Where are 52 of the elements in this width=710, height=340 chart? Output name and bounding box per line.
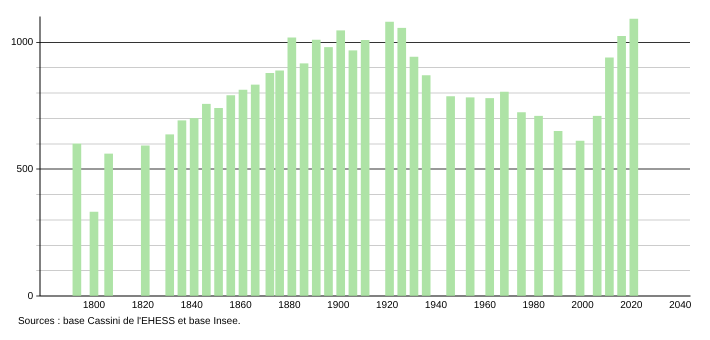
y-tick-label: 500 bbox=[16, 164, 34, 175]
bar bbox=[104, 154, 113, 296]
x-tick-label: 1980 bbox=[522, 300, 546, 311]
source-note: Sources : base Cassini de l'EHESS et base Insee. bbox=[18, 316, 242, 327]
x-tick-label: 2040 bbox=[669, 300, 692, 311]
bar bbox=[178, 120, 186, 296]
x-tick-label: 1820 bbox=[132, 300, 154, 311]
bar bbox=[238, 90, 248, 296]
bar bbox=[517, 112, 526, 296]
bar bbox=[446, 96, 455, 296]
y-tick-label: 1000 bbox=[10, 37, 34, 48]
bar bbox=[500, 92, 509, 296]
bar bbox=[617, 36, 626, 296]
bar bbox=[410, 56, 418, 296]
bar bbox=[214, 108, 223, 296]
bar bbox=[202, 104, 211, 296]
bar bbox=[300, 63, 308, 296]
bar bbox=[90, 212, 98, 296]
x-tick-label: 2000 bbox=[571, 300, 594, 311]
bar bbox=[190, 118, 198, 296]
bar bbox=[466, 97, 474, 296]
x-tick-label: 1900 bbox=[327, 300, 350, 311]
bar bbox=[348, 50, 358, 296]
x-tick-label: 1860 bbox=[229, 300, 252, 311]
x-tick-label: 1940 bbox=[424, 300, 448, 311]
x-tick-label: 1840 bbox=[180, 300, 204, 311]
bar bbox=[360, 40, 370, 296]
bar bbox=[485, 98, 494, 296]
x-tick-label: 1960 bbox=[474, 300, 496, 311]
bar bbox=[605, 58, 614, 296]
y-tick-label: 0 bbox=[28, 290, 34, 302]
bar bbox=[385, 22, 394, 296]
x-tick-label: 1920 bbox=[376, 300, 399, 311]
bar bbox=[226, 95, 236, 296]
bar bbox=[422, 75, 431, 296]
bar bbox=[312, 40, 321, 296]
bar bbox=[576, 140, 584, 296]
bar bbox=[629, 18, 638, 296]
bar bbox=[165, 134, 174, 296]
bar bbox=[592, 116, 602, 296]
x-tick-label: 2020 bbox=[620, 300, 643, 311]
bar bbox=[288, 37, 296, 296]
bar bbox=[336, 30, 346, 296]
x-tick-label: 1800 bbox=[82, 300, 106, 311]
bar bbox=[72, 143, 82, 296]
bar bbox=[534, 116, 543, 296]
bar bbox=[554, 131, 562, 296]
bar bbox=[397, 28, 406, 296]
bar bbox=[324, 47, 333, 296]
bar bbox=[140, 146, 150, 296]
x-tick-label: 1880 bbox=[278, 300, 301, 311]
bar bbox=[250, 84, 260, 296]
